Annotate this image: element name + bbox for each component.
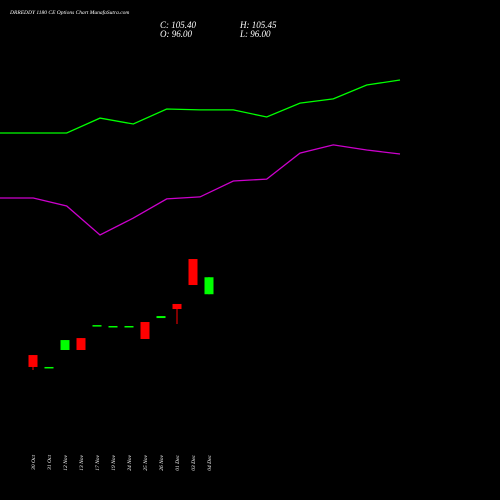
chart-title: DRREDDY 1180 CE Options Chart MunafaSutr…	[9, 9, 129, 16]
candle-body	[188, 259, 198, 286]
x-tick-label: 12 Nov	[63, 454, 69, 470]
readout: O: 96.00	[160, 29, 192, 39]
x-tick-label: 03 Dec	[191, 454, 197, 470]
x-tick-label: 19 Nov	[111, 454, 117, 470]
readout: L: 96.00	[239, 29, 271, 39]
overlay-line	[0, 144, 401, 236]
candle-body	[28, 355, 38, 367]
candle-body	[172, 303, 182, 310]
candle-body	[92, 325, 102, 327]
candle-body	[76, 338, 86, 350]
x-tick-label: 30 Oct	[31, 455, 37, 471]
x-tick-label: 17 Nov	[95, 454, 101, 470]
candle-body	[156, 316, 166, 319]
overlay-line	[0, 79, 401, 134]
readout: C: 105.40	[160, 20, 197, 30]
candle-body	[204, 277, 214, 295]
candle-body	[60, 340, 70, 350]
candle-body	[140, 322, 150, 339]
x-tick-label: 31 Oct	[47, 455, 53, 471]
x-tick-label: 04 Dec	[206, 454, 213, 470]
readout: H: 105.45	[239, 20, 277, 30]
x-tick-label: 24 Nov	[126, 454, 133, 470]
candle-body	[124, 325, 134, 328]
x-tick-label: 01 Dec	[175, 454, 181, 470]
x-tick-label: 13 Nov	[79, 454, 85, 470]
candle-body	[108, 325, 118, 328]
x-tick-label: 25 Nov	[143, 454, 149, 470]
candle-body	[44, 366, 54, 369]
x-tick-label: 26 Nov	[159, 454, 165, 470]
